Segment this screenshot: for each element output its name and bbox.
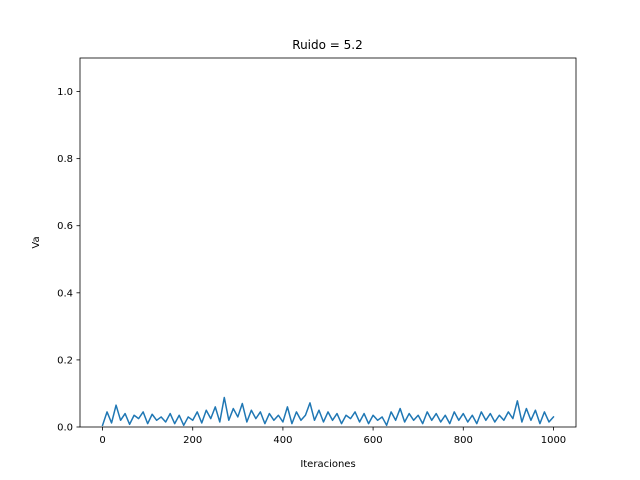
y-tick-label: 0.0 bbox=[57, 423, 73, 434]
x-tick-label: 1000 bbox=[541, 435, 566, 446]
y-tick-label: 0.6 bbox=[57, 221, 73, 232]
chart-title: Ruido = 5.2 bbox=[292, 38, 362, 52]
x-tick-label: 800 bbox=[454, 435, 473, 446]
y-tick-label: 1.0 bbox=[57, 87, 73, 98]
y-axis-label: Va bbox=[31, 236, 42, 248]
series-line bbox=[101, 396, 555, 427]
x-axis-label: Iteraciones bbox=[300, 459, 355, 470]
x-tick-label: 0 bbox=[99, 435, 105, 446]
x-tick-label: 200 bbox=[183, 435, 202, 446]
y-tick-label: 0.2 bbox=[57, 355, 73, 366]
y-tick-label: 0.4 bbox=[57, 288, 73, 299]
y-tick-label: 0.8 bbox=[57, 154, 73, 165]
x-tick-label: 600 bbox=[364, 435, 383, 446]
x-axis-ticks: 0 200 400 600 800 1000 bbox=[99, 427, 566, 446]
y-axis-ticks: 0.0 0.2 0.4 0.6 0.8 1.0 bbox=[57, 87, 80, 434]
x-tick-label: 400 bbox=[273, 435, 292, 446]
plot-frame bbox=[79, 57, 577, 428]
